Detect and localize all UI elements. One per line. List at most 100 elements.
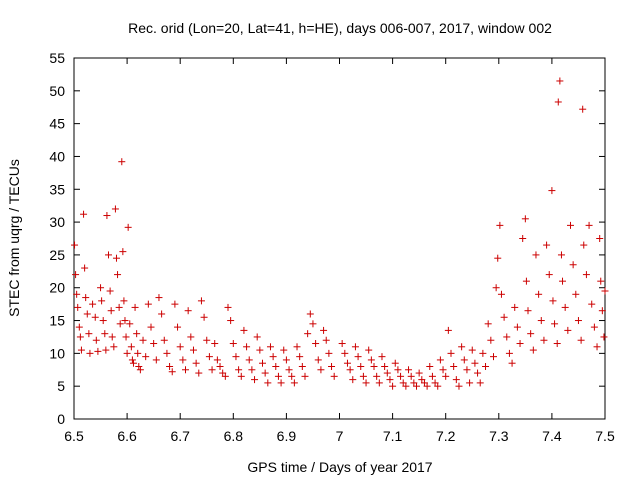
data-point (511, 303, 519, 311)
data-point (293, 343, 301, 351)
y-tick-label: 15 (49, 313, 65, 329)
x-axis: 6.5 6.6 6.7 6.8 6.9 7 7.1 7.2 7.3 7.4 7.5 (64, 58, 615, 444)
data-point (543, 241, 551, 249)
data-point (349, 376, 357, 384)
data-point (150, 340, 158, 348)
data-point (497, 290, 505, 298)
y-tick-label: 20 (49, 280, 65, 296)
data-point (142, 353, 150, 361)
data-point (99, 317, 107, 325)
data-point (458, 343, 466, 351)
data-point (256, 346, 264, 354)
data-point (205, 353, 213, 361)
y-tick-label: 35 (49, 181, 65, 197)
data-point (211, 340, 219, 348)
data-point (471, 359, 479, 367)
data-point (166, 362, 174, 370)
data-point (152, 356, 160, 364)
data-point (412, 382, 420, 390)
data-point (574, 317, 582, 325)
data-point (168, 368, 176, 376)
data-point (597, 277, 605, 285)
data-point (487, 336, 495, 344)
data-point (208, 366, 216, 374)
data-point (572, 290, 580, 298)
data-point (598, 307, 606, 315)
data-point (351, 343, 359, 351)
data-point (343, 359, 351, 367)
data-point (527, 330, 535, 338)
data-point (508, 359, 516, 367)
data-point (77, 346, 85, 354)
data-point (73, 290, 81, 298)
data-point (455, 382, 463, 390)
data-point (83, 310, 91, 318)
data-point (112, 254, 120, 262)
data-point (367, 356, 375, 364)
data-point (133, 330, 141, 338)
data-point (549, 297, 557, 305)
x-tick-label: 6.6 (117, 428, 137, 444)
data-point (566, 221, 574, 229)
data-point (423, 382, 431, 390)
data-point (243, 343, 251, 351)
x-tick-label: 6.7 (170, 428, 190, 444)
data-point (346, 366, 354, 374)
data-point (221, 372, 229, 380)
data-point (94, 347, 102, 355)
data-point (282, 356, 290, 364)
data-point (426, 362, 434, 370)
data-point (74, 303, 82, 311)
data-point (76, 333, 84, 341)
data-point (579, 105, 587, 113)
data-point (272, 362, 280, 370)
data-point (489, 353, 497, 361)
data-point (158, 310, 166, 318)
data-point (253, 333, 261, 341)
data-point (463, 366, 471, 374)
data-point (277, 379, 285, 387)
data-point (548, 187, 556, 195)
data-point (373, 372, 381, 380)
data-point (482, 362, 490, 370)
data-point (551, 320, 559, 328)
data-point (383, 369, 391, 377)
data-point (391, 359, 399, 367)
data-point (107, 307, 115, 315)
data-point (98, 297, 106, 305)
data-point (274, 372, 282, 380)
data-point (118, 158, 126, 166)
data-point (232, 353, 240, 361)
data-points (71, 77, 609, 390)
data-point (92, 336, 100, 344)
data-point (540, 336, 548, 344)
data-point (434, 382, 442, 390)
data-point (529, 346, 537, 354)
data-point (442, 372, 450, 380)
data-point (248, 366, 256, 374)
data-point (163, 349, 171, 357)
data-point (496, 221, 504, 229)
data-point (184, 307, 192, 315)
data-point (127, 343, 135, 351)
data-point (136, 366, 144, 374)
data-point (126, 320, 134, 328)
y-tick-label: 30 (49, 214, 65, 230)
data-point (505, 349, 513, 357)
data-point (397, 372, 405, 380)
data-point (330, 372, 338, 380)
data-point (131, 303, 139, 311)
data-point (325, 349, 333, 357)
data-point (439, 366, 447, 374)
data-point (370, 362, 378, 370)
data-point (80, 210, 88, 218)
data-point (521, 215, 529, 223)
data-point (415, 369, 423, 377)
data-point (564, 326, 572, 334)
data-point (306, 310, 314, 318)
y-tick-label: 45 (49, 116, 65, 132)
data-point (519, 235, 527, 242)
x-tick-label: 6.5 (64, 428, 84, 444)
data-point (124, 223, 132, 231)
